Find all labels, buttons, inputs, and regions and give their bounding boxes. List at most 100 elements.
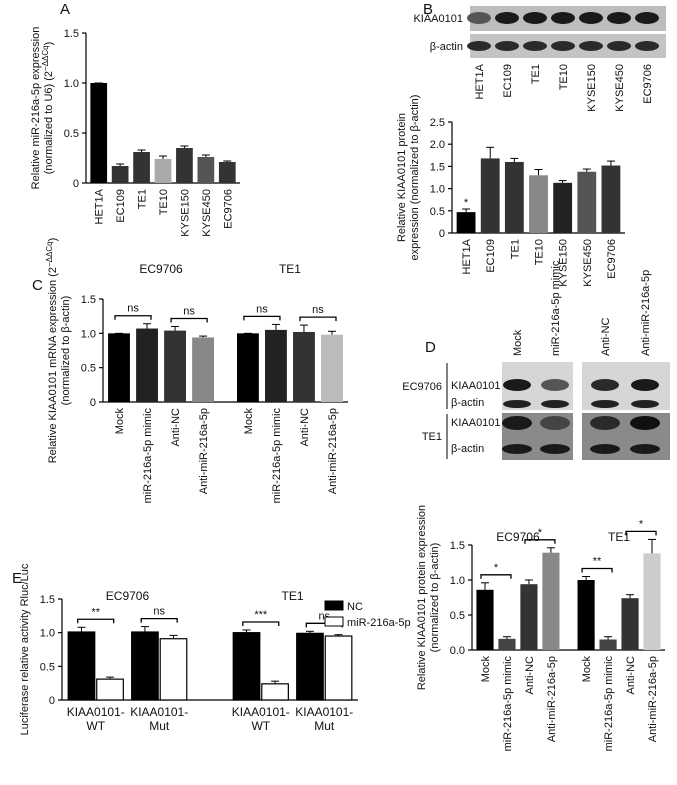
y-axis-label: expression (normalized to β-actin) [409, 95, 421, 261]
blot-band [495, 41, 519, 51]
x-tick-label: Anti-NC [524, 656, 536, 695]
bar [504, 161, 524, 233]
y-axis-label: Relative KIAA0101 mRNA expression (2−ΔΔC… [45, 238, 60, 464]
x-tick-label: Mock [243, 408, 255, 435]
y-tick-label: 0 [49, 695, 55, 707]
x-tick-label: miR-216a-5p mimic [142, 408, 154, 504]
blot-band [495, 12, 519, 24]
group-label: TE1 [282, 589, 304, 603]
x-tick-label: Anti-NC [299, 408, 311, 447]
bar [192, 337, 215, 402]
significance: *** [254, 609, 268, 621]
significance: ns [312, 304, 324, 316]
bar [131, 631, 159, 701]
bar [520, 584, 538, 650]
bar [498, 638, 516, 650]
significance: ns [183, 305, 195, 317]
y-tick-label: 2.0 [430, 139, 445, 151]
x-tick-label: Anti-NC [170, 408, 182, 447]
bar [108, 333, 130, 402]
y-tick-label: 0 [439, 228, 445, 240]
x-tick-label: TE10 [534, 239, 546, 265]
legend-label: NC [347, 601, 363, 613]
bracket [243, 315, 281, 321]
x-tick-label: KYSE450 [582, 239, 594, 287]
x-tick-label: miR-216a-5p mimic [603, 656, 615, 752]
x-tick-label: Mock [581, 656, 593, 683]
blot-band [467, 12, 491, 24]
significance: ns [153, 606, 165, 618]
bar [456, 212, 476, 233]
blot-lane-label: TE10 [558, 64, 570, 90]
blot-band [541, 379, 569, 391]
blot-band [590, 444, 620, 454]
bracket [114, 315, 152, 320]
y-axis-label: Relative miR-216a-5p expression [30, 27, 42, 190]
y-tick-label: 1.5 [430, 161, 445, 173]
blot-band [579, 12, 603, 24]
x-tick-label: EC9706 [222, 189, 234, 229]
group-label: EC9706 [496, 530, 540, 544]
bar [164, 330, 186, 402]
bar [176, 148, 193, 183]
x-tick-label: TE10 [158, 189, 170, 215]
bar [232, 632, 261, 701]
blot-band [540, 444, 570, 454]
significance: ** [91, 606, 100, 618]
x-tick-label: KIAA0101- [295, 705, 353, 719]
blot-band [631, 379, 659, 391]
blot-band [630, 416, 660, 430]
bar [324, 635, 353, 701]
x-tick-label: EC109 [115, 189, 127, 223]
x-tick-label: Mock [114, 408, 126, 435]
x-tick-label: Mut [314, 719, 335, 733]
y-tick-label: 0.5 [40, 661, 55, 673]
y-tick-label: 1.0 [81, 328, 96, 340]
blot-band [467, 41, 491, 51]
significance: * [494, 562, 499, 574]
bracket [77, 618, 115, 624]
blot-lane-label: EC109 [502, 64, 514, 98]
significance: ns [256, 303, 268, 315]
bar [154, 159, 172, 183]
x-tick-label: KIAA0101- [232, 705, 290, 719]
x-tick-label: Anti-NC [625, 656, 637, 695]
blot-row-label: KIAA0101 [413, 13, 463, 25]
x-tick-label: miR-216a-5p mimic [502, 656, 514, 752]
blot-lane-label: KYSE150 [586, 64, 598, 112]
bar [90, 83, 108, 183]
bracket [170, 317, 208, 323]
y-tick-label: 1.0 [64, 78, 79, 90]
blot-lane-label: TE1 [530, 64, 542, 84]
x-tick-label: EC9706 [606, 239, 618, 279]
significance: * [464, 197, 469, 209]
blot-band [635, 12, 659, 24]
group-label: EC9706 [106, 589, 150, 603]
blot-band [591, 400, 619, 408]
blot-band [630, 444, 660, 454]
x-tick-label: KIAA0101- [130, 705, 188, 719]
bracket [581, 567, 613, 573]
x-tick-label: KIAA0101- [67, 705, 125, 719]
blot-row-label: β-actin [451, 397, 484, 409]
blot-band [503, 379, 531, 391]
blot-band [523, 41, 547, 51]
y-tick-label: 1.5 [81, 294, 96, 306]
y-axis-label: Relative KIAA0101 protein [396, 113, 408, 242]
blot-band [523, 12, 547, 24]
blot-band [551, 41, 575, 51]
blot-lane-label: Anti-NC [600, 317, 612, 356]
bar [599, 639, 617, 650]
legend-label: miR-216a-5p [347, 617, 411, 629]
group-label: TE1 [608, 530, 630, 544]
x-tick-label: KYSE150 [179, 189, 191, 237]
blot-group-label: EC9706 [402, 381, 442, 393]
y-axis-label: (normalized to β-actin) [429, 543, 441, 653]
bar [577, 580, 595, 650]
y-tick-label: 0.5 [450, 610, 465, 622]
y-tick-label: 1.0 [40, 628, 55, 640]
y-tick-label: 1.0 [430, 184, 445, 196]
blot-lane-label: EC9706 [642, 64, 654, 104]
x-tick-label: Anti-miR-216a-5p [198, 408, 210, 494]
